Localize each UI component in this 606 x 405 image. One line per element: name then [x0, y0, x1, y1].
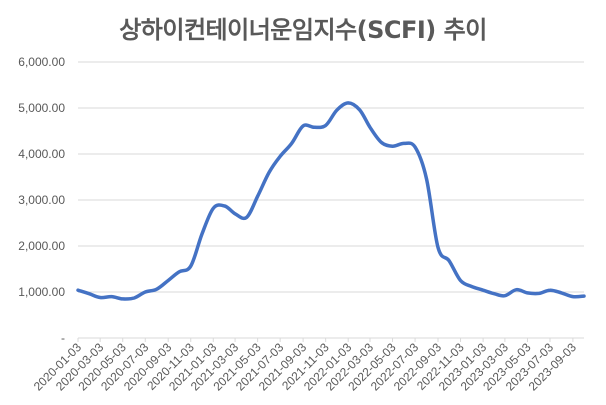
data-point — [515, 289, 517, 291]
data-point — [224, 205, 226, 207]
data-point — [133, 297, 135, 299]
y-tick-label: 6,000.00 — [18, 55, 65, 69]
y-tick-label: 5,000.00 — [18, 101, 65, 115]
data-point — [448, 260, 450, 262]
data-point — [144, 291, 146, 293]
data-point — [425, 178, 427, 180]
y-tick-label: 3,000.00 — [18, 193, 65, 207]
data-point — [201, 233, 203, 235]
data-point — [470, 285, 472, 287]
data-point — [549, 289, 551, 291]
y-tick-label: - — [61, 331, 65, 345]
data-point — [347, 102, 349, 104]
data-point — [391, 145, 393, 147]
data-point — [583, 295, 585, 297]
data-point — [178, 271, 180, 273]
data-point — [77, 289, 79, 291]
series-line — [76, 101, 586, 301]
y-tick-label: 2,000.00 — [18, 239, 65, 253]
data-point — [245, 216, 247, 218]
data-point — [560, 292, 562, 294]
data-point — [482, 289, 484, 291]
data-point — [156, 288, 158, 290]
data-point — [190, 265, 192, 267]
data-point — [380, 141, 382, 143]
data-point — [99, 296, 101, 298]
data-point — [538, 292, 540, 294]
data-point — [336, 109, 338, 111]
y-tick-label: 1,000.00 — [18, 285, 65, 299]
data-point — [302, 125, 304, 127]
data-point — [313, 126, 315, 128]
data-point — [212, 207, 214, 209]
data-point — [324, 124, 326, 126]
data-point — [403, 142, 405, 144]
data-point — [572, 295, 574, 297]
data-point — [526, 292, 528, 294]
data-point — [459, 279, 461, 281]
data-point — [122, 298, 124, 300]
data-point — [369, 126, 371, 128]
data-point — [167, 279, 169, 281]
chart-title: 상하이컨테이너운임지수(SCFI) 추이 — [119, 16, 487, 44]
data-point — [437, 246, 439, 248]
data-point — [504, 295, 506, 297]
data-point — [88, 293, 90, 295]
data-point — [110, 295, 112, 297]
data-point — [290, 142, 292, 144]
data-point — [279, 155, 281, 157]
data-point — [493, 293, 495, 295]
data-point — [358, 109, 360, 111]
y-tick-label: 4,000.00 — [18, 147, 65, 161]
data-point — [414, 146, 416, 148]
data-point — [256, 195, 258, 197]
data-point — [234, 213, 236, 215]
data-point — [268, 171, 270, 173]
